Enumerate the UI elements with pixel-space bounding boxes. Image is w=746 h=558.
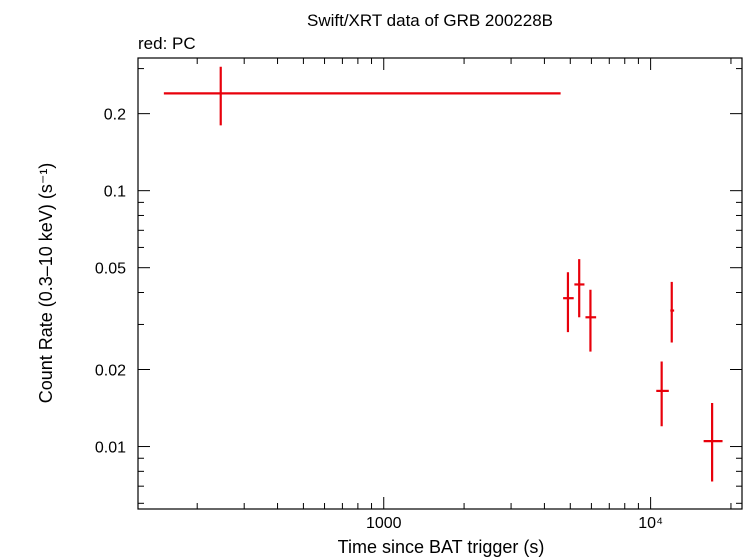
data-points (163, 66, 723, 482)
data-point (656, 361, 669, 427)
chart-subtitle: red: PC (138, 34, 196, 53)
data-point (703, 402, 723, 482)
data-point (163, 66, 561, 126)
x-tick-label: 10⁴ (638, 515, 663, 532)
y-axis-label: Count Rate (0.3–10 keV) (s⁻¹) (36, 163, 56, 404)
data-point (563, 272, 574, 333)
tick-labels: 1000 10⁴ 0.01 0.02 0.05 0.1 0.2 (95, 107, 663, 532)
data-point (574, 259, 585, 318)
y-tick-label: 0.05 (95, 261, 126, 278)
y-tick-label: 0.02 (95, 363, 126, 380)
data-point (585, 289, 597, 352)
x-tick-label: 1000 (366, 515, 402, 532)
y-tick-label: 0.2 (104, 107, 126, 124)
plot-frame (137, 57, 743, 510)
data-point (670, 281, 675, 343)
y-tick-label: 0.01 (95, 440, 126, 457)
chart-title: Swift/XRT data of GRB 200228B (307, 11, 553, 30)
x-axis-label: Time since BAT trigger (s) (338, 537, 545, 557)
y-tick-label: 0.1 (104, 184, 126, 201)
axis-ticks (138, 58, 742, 509)
